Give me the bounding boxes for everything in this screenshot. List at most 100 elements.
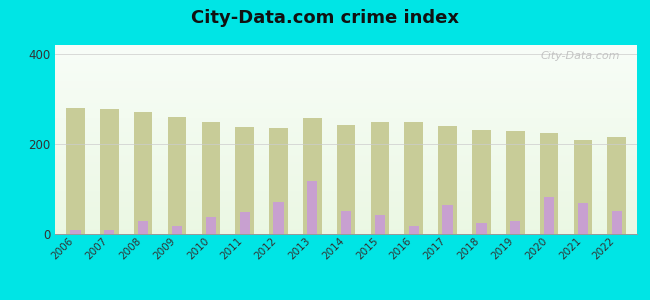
Bar <box>55 62 637 63</box>
Bar <box>55 127 637 128</box>
Bar <box>55 66 637 67</box>
Bar <box>168 117 187 234</box>
Bar <box>472 130 491 234</box>
Bar <box>55 92 637 93</box>
Bar <box>55 145 637 146</box>
Bar <box>55 154 637 156</box>
Bar <box>55 216 637 217</box>
Bar <box>55 220 637 221</box>
Bar <box>55 89 637 90</box>
Bar <box>55 168 637 169</box>
Bar <box>55 186 637 187</box>
Bar <box>307 181 317 234</box>
Bar <box>55 75 637 76</box>
Bar <box>55 108 637 109</box>
Bar <box>55 85 637 87</box>
Bar <box>375 215 385 234</box>
Bar <box>55 98 637 99</box>
Bar <box>55 135 637 136</box>
Bar <box>172 226 182 234</box>
Bar <box>55 176 637 177</box>
Bar <box>476 223 487 234</box>
Bar <box>55 170 637 171</box>
Bar <box>66 108 85 234</box>
Bar <box>55 112 637 113</box>
Bar <box>55 45 637 46</box>
Bar <box>55 156 637 157</box>
Bar <box>55 124 637 125</box>
Bar <box>55 78 637 79</box>
Bar <box>55 107 637 108</box>
Bar <box>55 210 637 211</box>
Bar <box>55 161 637 162</box>
Bar <box>55 103 637 104</box>
Bar <box>55 146 637 147</box>
Bar <box>55 190 637 191</box>
Bar <box>55 121 637 122</box>
Bar <box>55 207 637 208</box>
Bar <box>55 132 637 133</box>
Bar <box>55 131 637 132</box>
Bar <box>55 138 637 139</box>
Bar <box>55 97 637 98</box>
Bar <box>55 226 637 227</box>
Bar <box>337 125 356 234</box>
Bar <box>55 224 637 226</box>
Bar <box>55 175 637 176</box>
Bar <box>240 212 250 234</box>
Bar <box>55 57 637 58</box>
Bar <box>55 83 637 84</box>
Bar <box>55 180 637 181</box>
Bar <box>55 122 637 123</box>
Bar <box>55 149 637 150</box>
Bar <box>55 68 637 69</box>
Bar <box>55 214 637 215</box>
Bar <box>55 219 637 220</box>
Bar <box>55 157 637 158</box>
Bar <box>55 184 637 185</box>
Bar <box>510 221 521 234</box>
Bar <box>55 118 637 119</box>
Bar <box>235 127 254 234</box>
Bar <box>55 191 637 192</box>
Bar <box>55 153 637 154</box>
Bar <box>612 211 622 234</box>
Bar <box>55 91 637 92</box>
Bar <box>55 130 637 131</box>
Bar <box>55 217 637 218</box>
Bar <box>55 69 637 70</box>
Bar <box>55 96 637 97</box>
Bar <box>55 71 637 72</box>
Bar <box>55 142 637 143</box>
Bar <box>443 205 452 234</box>
Bar <box>55 204 637 205</box>
Bar <box>55 134 637 135</box>
Bar <box>55 183 637 184</box>
Bar <box>55 53 637 54</box>
Bar <box>55 115 637 116</box>
Bar <box>55 64 637 65</box>
Bar <box>202 122 220 234</box>
Bar <box>55 48 637 49</box>
Bar <box>55 211 637 212</box>
Bar <box>55 158 637 159</box>
Bar <box>55 164 637 165</box>
Bar <box>274 202 283 234</box>
Bar <box>55 104 637 106</box>
Bar <box>55 177 637 178</box>
Bar <box>578 203 588 234</box>
Bar <box>55 160 637 161</box>
Bar <box>55 56 637 57</box>
Bar <box>55 195 637 196</box>
Bar <box>55 213 637 214</box>
Bar <box>55 147 637 148</box>
Bar <box>55 151 637 152</box>
Bar <box>55 73 637 74</box>
Bar <box>55 221 637 222</box>
Bar <box>55 162 637 163</box>
Bar <box>55 128 637 129</box>
Bar <box>269 128 288 234</box>
Bar <box>303 118 322 234</box>
Bar <box>55 110 637 111</box>
Bar <box>55 100 637 101</box>
